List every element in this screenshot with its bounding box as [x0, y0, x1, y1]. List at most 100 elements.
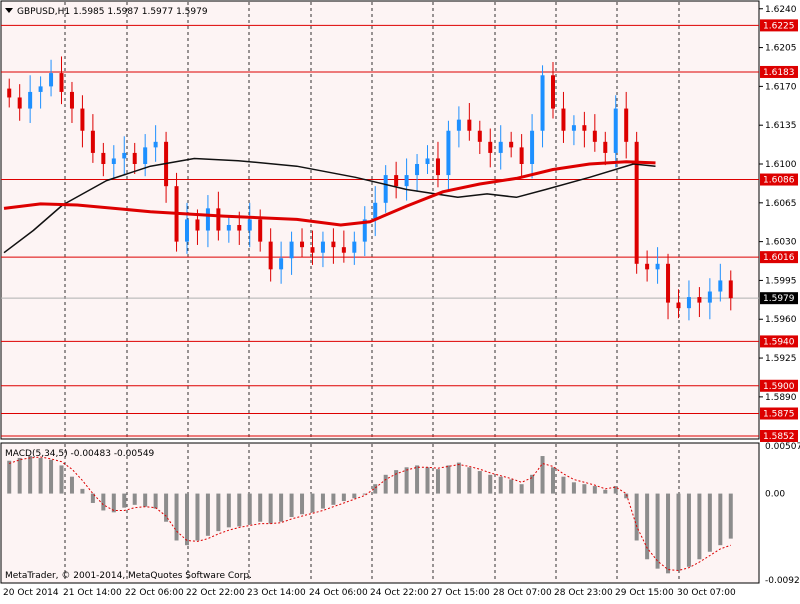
symbol-caption: GBPUSD,H1 1.5985 1.5987 1.5977 1.5979: [17, 7, 208, 17]
candle-body: [373, 202, 378, 220]
candle-body: [728, 280, 733, 299]
level-price-tag: [760, 19, 798, 32]
candle: [592, 114, 597, 152]
macd-bar: [456, 462, 461, 494]
macd-bar: [519, 484, 524, 494]
macd-bar: [383, 474, 388, 494]
macd-bar: [331, 493, 336, 505]
macd-bar: [394, 470, 399, 494]
candle-body: [561, 108, 566, 131]
macd-bar: [686, 493, 691, 567]
candle-body: [195, 219, 200, 231]
level-price-label: 1.6225: [763, 21, 795, 31]
level-price-label: 1.5852: [763, 432, 795, 442]
level-price-tag: [760, 430, 798, 442]
y-tick-label: 1.5890: [765, 393, 797, 403]
x-tick-label: 22 Oct 06:00: [125, 588, 184, 598]
current-price-label: 1.5979: [763, 294, 795, 304]
candle: [446, 120, 451, 190]
candle-body: [7, 88, 12, 98]
macd-bar: [446, 465, 451, 494]
macd-bar: [90, 493, 95, 503]
macd-bar: [320, 493, 325, 509]
candle: [718, 263, 723, 302]
candle-body: [383, 175, 388, 203]
candle: [226, 215, 231, 243]
candle: [373, 186, 378, 237]
y-tick-label: 1.6030: [765, 238, 797, 248]
candle: [603, 131, 608, 166]
macd-bar: [268, 493, 273, 524]
x-tick-label: 24 Oct 06:00: [309, 588, 368, 598]
candle: [582, 111, 587, 148]
chart-menu-triangle-icon[interactable]: [5, 8, 13, 13]
level-price-tag: [760, 173, 798, 186]
price-pane[interactable]: [0, 0, 760, 440]
candle-body: [707, 291, 712, 303]
candle-body: [310, 247, 315, 253]
macd-bar: [634, 493, 639, 541]
candle: [90, 114, 95, 163]
y-tick-label: 1.5995: [765, 276, 797, 286]
candle-body: [185, 219, 189, 242]
candle: [331, 228, 336, 264]
horizontal-levels: 1.62251.61831.60861.60161.59401.59001.58…: [1, 19, 798, 442]
macd-bar: [561, 476, 566, 494]
candles: [7, 56, 733, 321]
candle: [80, 95, 85, 148]
macd-bar: [551, 467, 555, 494]
x-tick-label: 28 Oct 23:00: [554, 588, 613, 598]
candle-body: [488, 141, 493, 153]
candle: [394, 161, 399, 199]
macd-bar: [216, 493, 221, 532]
macd-bar: [38, 457, 43, 494]
candle-body: [655, 263, 660, 270]
macd-bar: [69, 476, 74, 494]
candle-body: [697, 297, 702, 303]
candle-body: [467, 119, 472, 131]
candle: [268, 228, 273, 282]
macd-bar: [613, 486, 618, 494]
macd-bar: [237, 493, 242, 527]
candle: [728, 270, 733, 311]
macd-bar: [509, 479, 514, 494]
macd-bar: [582, 484, 587, 494]
ma-fast-line: [3, 160, 656, 227]
candle: [122, 136, 127, 176]
macd-bar: [226, 493, 231, 528]
candle-body: [582, 125, 587, 131]
macd-bar: [435, 469, 440, 494]
candle-body: [456, 119, 461, 131]
macd-bar: [571, 482, 576, 494]
x-tick-label: 24 Oct 22:00: [370, 588, 429, 598]
candle: [613, 95, 618, 168]
candle: [571, 115, 576, 146]
macd-bar: [655, 493, 660, 569]
macd-bar: [247, 493, 252, 525]
macd-bar: [467, 467, 472, 494]
candle: [289, 231, 294, 275]
macd-bar: [624, 493, 629, 499]
candle-body: [509, 141, 514, 148]
candle: [352, 231, 357, 265]
x-tick-label: 29 Oct 15:00: [615, 588, 674, 598]
candle-body: [592, 130, 597, 142]
macd-bar: [488, 474, 493, 494]
candle: [477, 120, 482, 155]
candle: [707, 278, 712, 320]
x-tick-label: 22 Oct 22:00: [186, 588, 245, 598]
candle-body: [352, 241, 357, 253]
candle: [498, 125, 503, 170]
candle: [530, 114, 535, 179]
y-tick-label: 1.6240: [765, 5, 797, 15]
copyright-footer: MetaTrader, © 2001-2014, MetaQuotes Soft…: [5, 571, 252, 581]
x-tick-label: 27 Oct 15:00: [431, 588, 490, 598]
candle-body: [247, 219, 252, 231]
candle-body: [634, 141, 639, 264]
macd-bar: [645, 493, 650, 560]
candle-body: [362, 219, 367, 242]
candle: [101, 142, 106, 177]
y-tick-label: 1.6170: [765, 82, 797, 92]
